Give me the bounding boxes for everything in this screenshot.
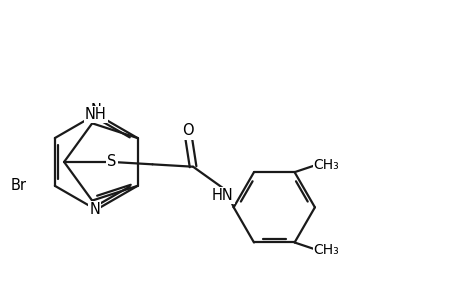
Text: N: N [90, 103, 101, 118]
Text: HN: HN [211, 188, 233, 203]
Text: N: N [89, 202, 100, 217]
Text: O: O [182, 123, 194, 138]
Text: S: S [107, 154, 116, 169]
Text: CH₃: CH₃ [313, 158, 339, 172]
Text: CH₃: CH₃ [313, 243, 339, 257]
Text: NH: NH [85, 107, 106, 122]
Text: Br: Br [11, 178, 27, 193]
